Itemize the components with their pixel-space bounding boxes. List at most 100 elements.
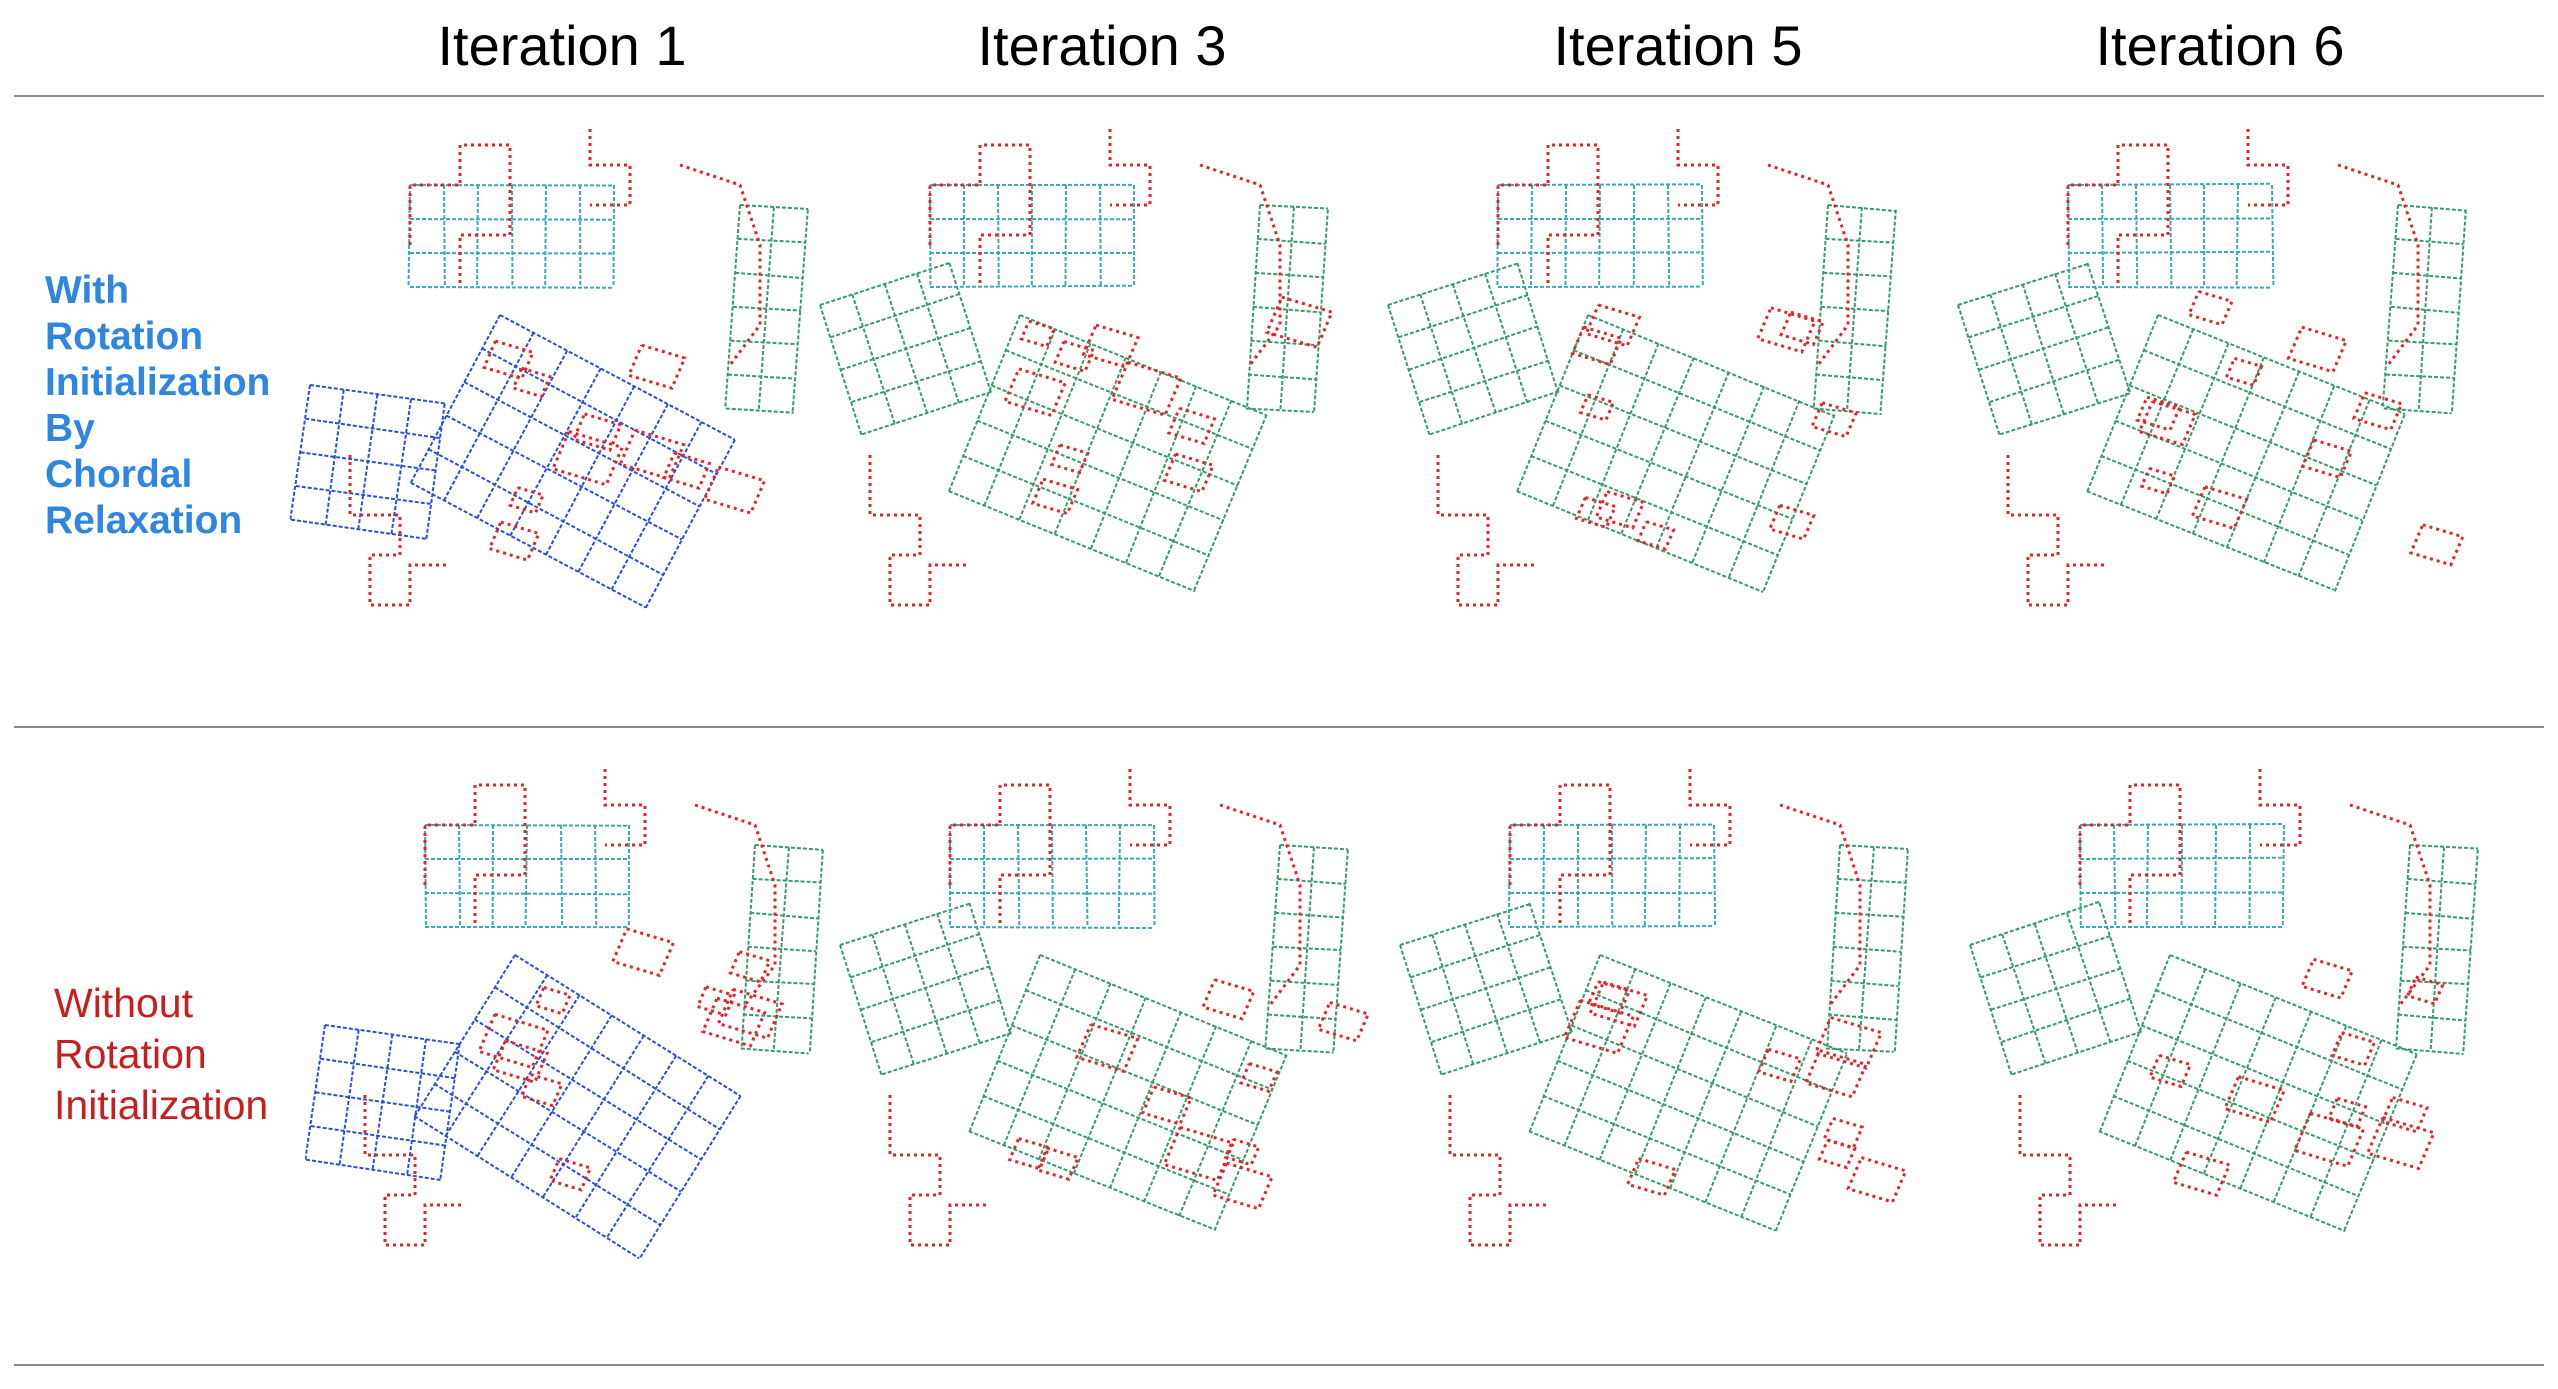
row-label-line: Initialization bbox=[45, 361, 271, 404]
column-header-iteration-6: Iteration 6 bbox=[2095, 14, 2345, 77]
red-trajectory-upper bbox=[423, 783, 527, 925]
red-trajectory-loop bbox=[700, 996, 767, 1048]
red-trajectory-right bbox=[679, 163, 762, 366]
upper-grid bbox=[929, 183, 1136, 288]
red-trajectory-top bbox=[2246, 125, 2290, 207]
red-trajectory-loop bbox=[1810, 401, 1859, 439]
red-trajectory-top bbox=[588, 125, 632, 207]
right-arm-grid bbox=[1812, 204, 1897, 416]
row-label-line: Rotation bbox=[54, 1031, 207, 1077]
right-arm-grid bbox=[2395, 844, 2479, 1055]
red-trajectory-right bbox=[1219, 803, 1302, 1006]
red-trajectory-right bbox=[1199, 163, 1282, 366]
red-trajectory-loop bbox=[1049, 443, 1090, 475]
red-trajectory-bottom bbox=[1448, 1095, 1550, 1247]
central-block-grid bbox=[413, 954, 742, 1260]
red-trajectory-loop bbox=[1562, 998, 1636, 1056]
row-label-with-rotation-init: With Rotation Initialization By Chordal … bbox=[45, 268, 270, 544]
red-trajectory-loop bbox=[2147, 1053, 2193, 1089]
red-trajectory-right bbox=[1767, 163, 1850, 366]
red-trajectory-loop bbox=[1109, 360, 1183, 418]
red-trajectory-right bbox=[2337, 163, 2420, 366]
red-trajectory-loop bbox=[1035, 1146, 1081, 1182]
red-trajectory-loop bbox=[1238, 1062, 1280, 1094]
red-trajectory-bottom bbox=[363, 1095, 465, 1247]
column-header-iteration-1: Iteration 1 bbox=[437, 14, 687, 77]
red-trajectory-loop bbox=[1574, 496, 1618, 530]
row-label-line: With bbox=[45, 269, 130, 312]
red-trajectory-loop bbox=[547, 1157, 593, 1192]
red-trajectory-loop bbox=[476, 1012, 551, 1070]
red-trajectory-loop bbox=[1223, 1137, 1261, 1167]
red-trajectory-loop bbox=[1755, 306, 1817, 354]
red-trajectory-loop bbox=[1813, 1016, 1884, 1070]
red-trajectory-upper bbox=[2078, 783, 2182, 925]
left-cluster-grid bbox=[819, 262, 992, 436]
red-trajectory-loop bbox=[2224, 356, 2264, 388]
red-trajectory-bottom bbox=[2018, 1095, 2120, 1247]
red-trajectory-loop bbox=[2139, 466, 2177, 496]
red-trajectory-loop bbox=[519, 1073, 564, 1108]
red-trajectory-loop bbox=[1846, 1156, 1908, 1204]
red-trajectory-loop bbox=[610, 927, 676, 978]
red-trajectory-loop bbox=[1316, 1001, 1371, 1043]
red-trajectory-top bbox=[603, 765, 647, 847]
red-trajectory-loop bbox=[661, 451, 712, 490]
red-trajectory-loop bbox=[1162, 1125, 1236, 1183]
upper-grid bbox=[1507, 823, 1717, 928]
red-trajectory-loop bbox=[1210, 1161, 1275, 1211]
red-trajectory-top bbox=[1108, 125, 1152, 207]
central-block-grid bbox=[948, 314, 1268, 593]
red-trajectory-loop bbox=[508, 486, 546, 515]
left-cluster-grid bbox=[1399, 902, 1573, 1076]
red-trajectory-loop bbox=[1166, 406, 1217, 446]
left-cluster-grid bbox=[290, 384, 446, 540]
left-cluster-grid bbox=[839, 902, 1012, 1076]
bottom-divider bbox=[14, 1364, 2544, 1366]
red-trajectory-bottom bbox=[2006, 455, 2108, 607]
left-cluster-grid bbox=[1387, 262, 1560, 436]
right-arm-grid bbox=[2381, 204, 2467, 415]
right-arm-grid bbox=[1245, 204, 1329, 414]
upper-grid bbox=[1496, 183, 1704, 288]
red-trajectory-loop bbox=[2408, 523, 2465, 567]
red-trajectory-loop bbox=[702, 465, 767, 515]
row-label-line: Initialization bbox=[54, 1082, 269, 1128]
upper-grid bbox=[2067, 182, 2275, 289]
left-cluster-grid bbox=[305, 1024, 461, 1181]
row-label-line: Relaxation bbox=[45, 499, 243, 542]
red-trajectory-loop bbox=[695, 985, 737, 1017]
red-trajectory-loop bbox=[1030, 477, 1080, 516]
red-trajectory-loop bbox=[2292, 1111, 2366, 1169]
red-trajectory-loop bbox=[1594, 490, 1646, 530]
red-trajectory-loop bbox=[2186, 290, 2234, 327]
red-trajectory-loop bbox=[533, 985, 573, 1016]
left-cluster-grid bbox=[1957, 262, 2131, 436]
central-block-grid bbox=[2098, 954, 2418, 1233]
red-trajectory-loop bbox=[2329, 1031, 2377, 1068]
red-trajectory-top bbox=[2258, 765, 2302, 847]
red-trajectory-loop bbox=[1002, 367, 1068, 418]
upper-grid bbox=[424, 824, 630, 929]
red-trajectory-loop bbox=[1588, 980, 1650, 1029]
map-panel-r1-it3 bbox=[810, 125, 1380, 685]
central-block-grid bbox=[1516, 314, 1836, 593]
red-trajectory-loop bbox=[2299, 957, 2355, 1000]
red-trajectory-loop bbox=[1584, 303, 1642, 348]
central-block-grid bbox=[409, 314, 736, 609]
map-panel-r2-it1 bbox=[305, 765, 875, 1325]
column-header-iteration-5: Iteration 5 bbox=[1553, 14, 1803, 77]
red-trajectory-loop bbox=[1007, 1137, 1051, 1171]
red-trajectory-right bbox=[2349, 803, 2432, 1006]
red-trajectory-loop bbox=[571, 412, 623, 452]
red-trajectory-loop bbox=[1053, 340, 1096, 374]
red-trajectory-upper bbox=[1496, 143, 1600, 285]
red-trajectory-upper bbox=[408, 143, 512, 285]
red-trajectory-bottom bbox=[1436, 455, 1538, 607]
top-divider bbox=[14, 95, 2544, 97]
row-label-line: By bbox=[45, 407, 95, 450]
map-panel-r1-it6 bbox=[1948, 125, 2518, 685]
red-trajectory-loop bbox=[2380, 1096, 2430, 1134]
row-label-line: Rotation bbox=[45, 315, 204, 358]
red-trajectory-upper bbox=[948, 783, 1052, 925]
